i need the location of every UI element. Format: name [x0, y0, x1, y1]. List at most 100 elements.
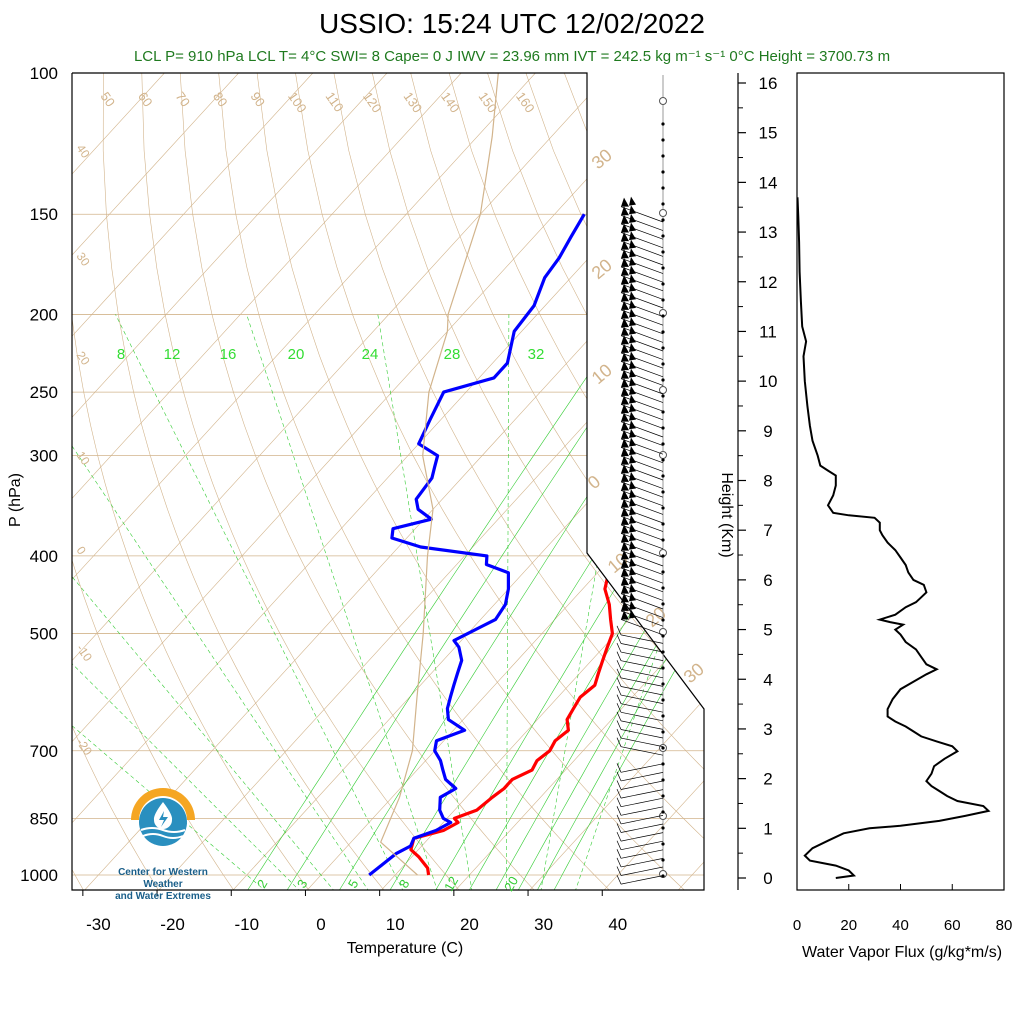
wind-barb-shaft: [620, 361, 664, 378]
wind-level-dot: [661, 570, 665, 574]
wind-barb-flag: [621, 550, 629, 560]
dry-adiabat-line: [72, 73, 160, 890]
wind-barb-shaft: [620, 789, 664, 799]
wind-barb-flag: [621, 584, 629, 594]
logo: Center for Western Weather and Water Ext…: [98, 782, 228, 903]
dry-adiabat-line: [72, 73, 311, 890]
wind-barb-flag: [621, 240, 629, 250]
wind-barb-flag: [621, 300, 629, 310]
wind-level-dot: [661, 170, 665, 174]
dry-adiabat-line: [640, 73, 704, 890]
mixing-ratio-line: [467, 314, 704, 890]
wind-barb-flag: [621, 197, 629, 207]
wind-level-dot: [661, 586, 665, 590]
height-tick-label: 13: [759, 223, 778, 242]
wind-barb-shaft: [620, 576, 664, 593]
wind-barb-shaft: [620, 404, 664, 421]
skewt-frame: [71, 72, 705, 891]
flux-x-axis-label: Water Vapor Flux (g/kg*m/s): [802, 944, 1002, 961]
wind-barb-flag: [629, 394, 636, 404]
wind-barb-flag: [629, 446, 636, 456]
flux-profile: [797, 197, 991, 879]
wind-barb-feather: [616, 771, 622, 782]
mixing-ratio-top-label: 28: [444, 346, 461, 363]
wind-level-dot: [661, 858, 665, 862]
mixing-ratio-top-label: 20: [288, 346, 305, 363]
isotherm-label: 40: [74, 142, 93, 161]
wind-level-dot: [661, 218, 665, 222]
wind-barb-flag: [629, 540, 636, 550]
wind-barb-shaft: [620, 386, 664, 403]
dry-adiabat-line: [72, 73, 236, 890]
wind-barb-flag: [621, 541, 629, 551]
x-axis-label: Temperature (C): [347, 940, 463, 957]
wind-barb-flag: [629, 256, 636, 266]
wind-barb-shaft: [620, 737, 664, 747]
logo-line-1: Center for Western Weather: [118, 867, 208, 890]
y-tick-label: 300: [30, 447, 58, 466]
dry-adiabat-line: [564, 73, 704, 890]
flux-x-tick-label: 40: [892, 917, 909, 934]
wind-level-dot: [661, 522, 665, 526]
height-tick-label: 1: [763, 819, 772, 838]
wind-barb-shaft: [620, 875, 664, 885]
right-isotherm-label: 30: [588, 145, 616, 173]
isotherm-label: 10: [74, 449, 93, 468]
wind-barb-feather: [616, 668, 622, 679]
isotherm-line: [72, 73, 388, 890]
wind-barb-flag: [621, 257, 629, 267]
x-tick-label: 40: [608, 915, 627, 934]
wind-barb-shaft: [620, 797, 664, 808]
wind-barb-flag: [621, 533, 629, 543]
wind-barb-flag: [629, 196, 636, 206]
isotherm-line: [72, 73, 165, 890]
y-tick-label: 700: [30, 742, 58, 761]
isotherm-line: [156, 73, 704, 890]
wind-barb-shaft: [620, 524, 664, 541]
wind-barb-shaft: [620, 240, 664, 257]
wind-barb-flag: [621, 601, 629, 611]
y-axis-label: P (hPa): [7, 473, 24, 527]
x-tick-label: -30: [86, 915, 111, 934]
theta-label: 50: [98, 89, 119, 109]
height-tick-label: 6: [763, 571, 772, 590]
wind-barb-flag: [621, 438, 629, 448]
moist-adiabat-line: [72, 314, 370, 890]
moist-adiabat-line: [115, 314, 404, 890]
wind-barb-shaft: [620, 849, 664, 859]
wind-barb-feather: [616, 634, 622, 644]
wind-barb-flag: [629, 463, 636, 473]
wind-barb-flag: [621, 249, 629, 259]
wind-barb-flag: [629, 514, 636, 524]
moist-adiabat-line: [246, 314, 439, 890]
mixing-ratio-line: [552, 314, 704, 890]
wind-barb-shaft: [620, 352, 664, 369]
wind-barb-flag: [629, 274, 636, 284]
theta-label: 90: [248, 89, 269, 109]
wind-level-dot: [661, 490, 665, 494]
logo-line-2: and Water Extremes: [115, 891, 211, 902]
isotherm-label: 0: [74, 544, 89, 558]
wind-barb-flag: [621, 593, 629, 603]
x-tick-label: -10: [235, 915, 260, 934]
wind-barb-flag: [621, 335, 629, 345]
skewt-profiles: [368, 73, 704, 877]
wind-barb-shaft: [620, 257, 664, 274]
wind-barb-shaft: [620, 840, 664, 851]
theta-label: 60: [135, 89, 156, 109]
wind-barb-flag: [621, 223, 629, 233]
wind-barb-feather: [616, 685, 622, 696]
wind-barb-shaft: [620, 694, 664, 704]
wind-level-dot: [661, 138, 665, 142]
wind-barb-shaft: [620, 711, 664, 722]
wind-barb-flag: [629, 411, 636, 421]
wind-barb-flag: [621, 481, 629, 491]
isotherm-line: [72, 73, 610, 890]
flux-x-tick-label: 20: [840, 917, 857, 934]
dry-adiabat-line: [141, 73, 461, 890]
wind-barb-flag: [629, 239, 636, 249]
wind-barb-feather: [616, 642, 622, 653]
wind-barb-shaft: [620, 507, 664, 524]
mixing-ratio-line: [246, 314, 630, 890]
